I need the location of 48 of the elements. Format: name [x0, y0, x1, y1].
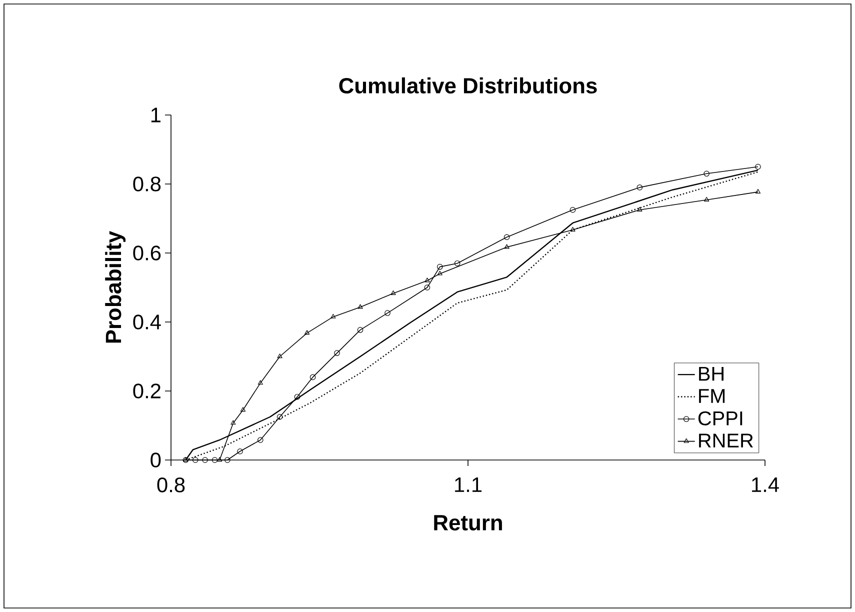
point — [454, 260, 460, 266]
point — [224, 457, 230, 463]
point — [217, 457, 222, 462]
point — [334, 350, 340, 356]
y-tick-label: 1 — [151, 108, 160, 122]
chart-title: Cumulative Distributions — [339, 77, 597, 94]
point — [277, 354, 282, 358]
point — [436, 264, 443, 270]
y-tick-label: 0.6 — [133, 246, 161, 260]
point — [212, 457, 218, 463]
point — [258, 380, 263, 385]
point — [570, 206, 576, 213]
point — [358, 304, 363, 309]
point — [304, 330, 310, 335]
point — [330, 314, 336, 318]
y-axis-title: Probability — [105, 230, 126, 343]
y-tick-label: 0.2 — [133, 384, 160, 398]
point — [230, 420, 236, 425]
point — [357, 327, 364, 333]
point — [504, 244, 510, 249]
y-tick-label: 0.4 — [133, 314, 161, 330]
x-tick-label: 1.4 — [752, 478, 779, 492]
point — [276, 414, 283, 420]
point — [504, 234, 510, 240]
point — [384, 310, 390, 316]
point — [636, 184, 643, 190]
point — [704, 170, 710, 177]
legend-label: CPPI — [698, 411, 742, 426]
point — [192, 457, 198, 463]
point — [310, 374, 316, 380]
point — [437, 270, 442, 276]
x-tick-label: 1.1 — [455, 478, 482, 492]
legend-label: RNER — [699, 434, 753, 448]
point — [237, 448, 243, 454]
x-axis-title: Return — [434, 515, 502, 530]
point — [202, 457, 208, 463]
y-tick-label: 0.8 — [133, 176, 161, 192]
point — [704, 196, 710, 202]
point — [294, 394, 300, 400]
legend-label: BH — [699, 366, 724, 381]
legend-label: FM — [699, 389, 725, 403]
point — [258, 437, 264, 443]
y-tick-label: 0 — [150, 452, 161, 468]
point — [637, 206, 642, 212]
point — [424, 278, 430, 282]
point — [240, 407, 246, 412]
point — [390, 290, 396, 295]
point — [424, 284, 430, 290]
